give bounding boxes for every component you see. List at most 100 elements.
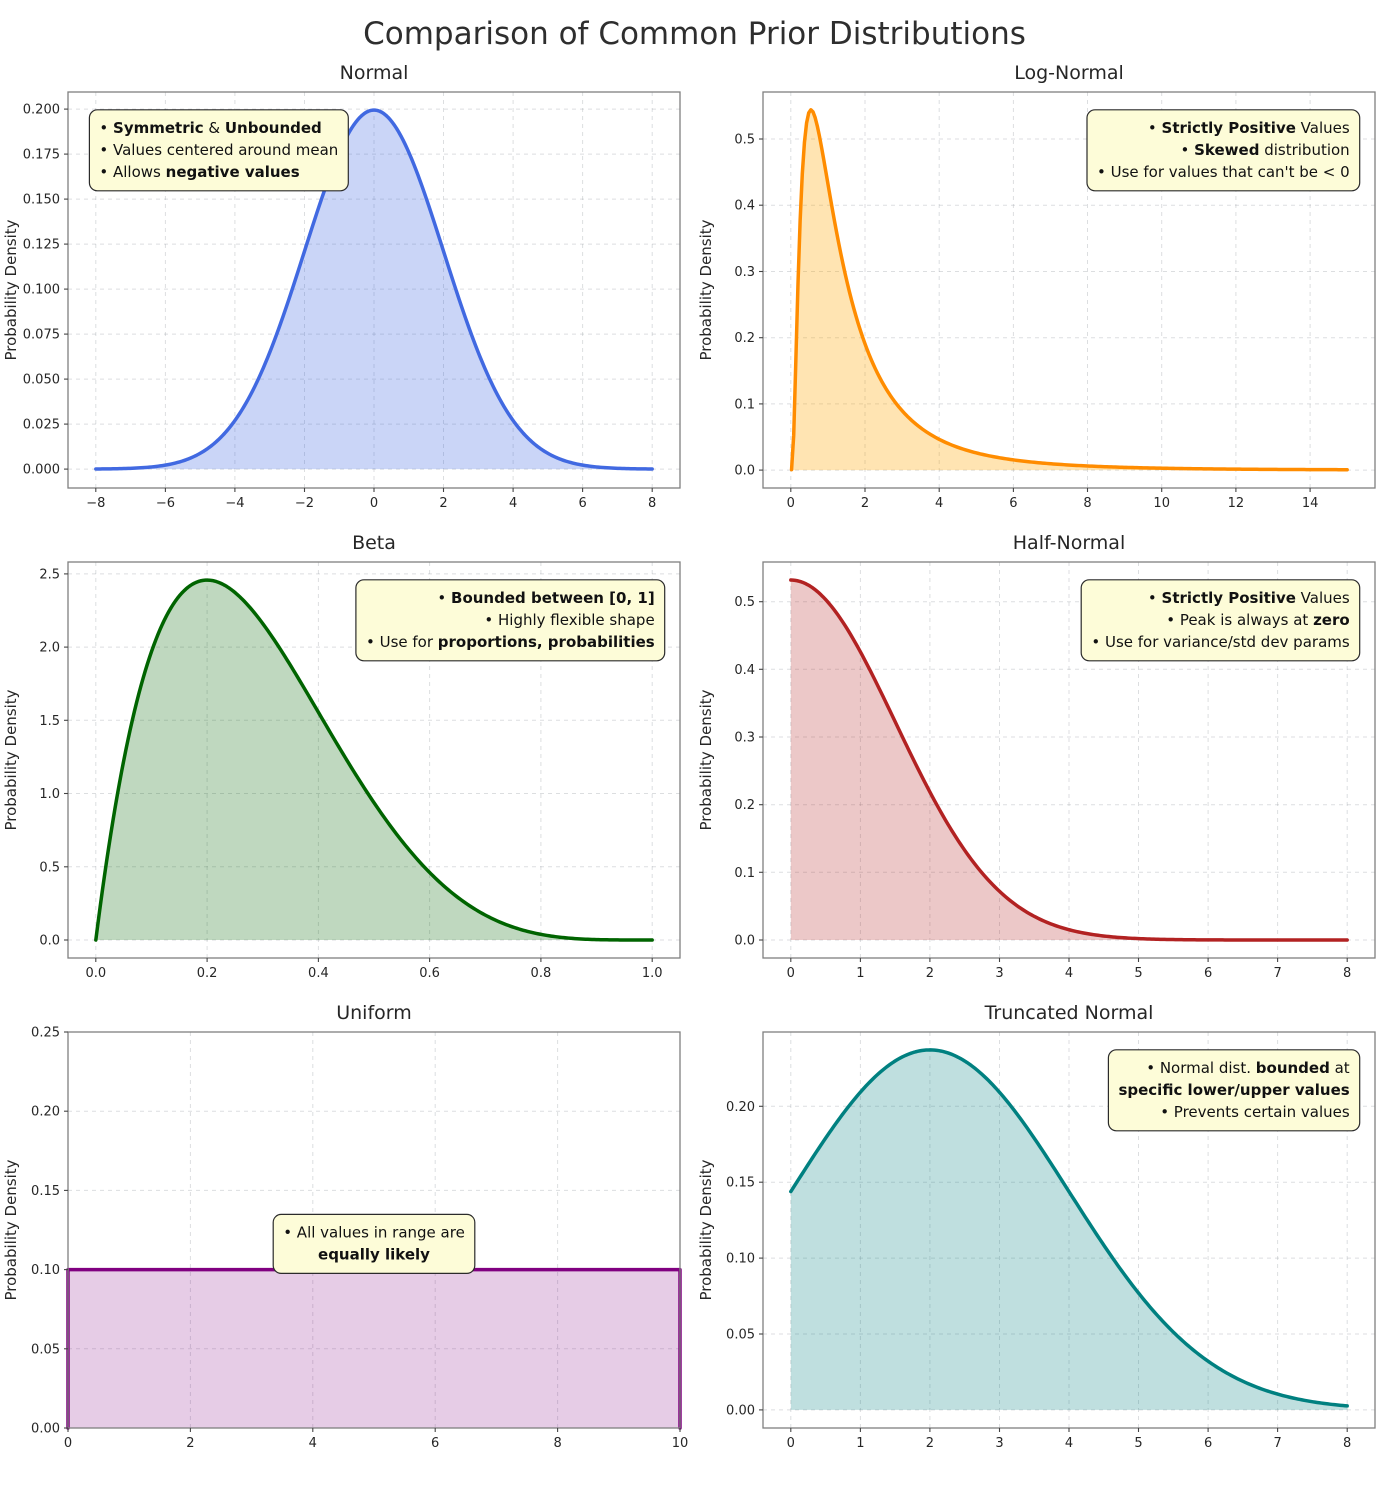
figure-title: Comparison of Common Prior Distributions bbox=[363, 16, 1026, 52]
annotation-bg bbox=[89, 109, 350, 192]
annotation-bold-text: zero bbox=[1313, 611, 1350, 629]
x-tick-label: 12 bbox=[1227, 496, 1244, 511]
y-tick-label: 0.15 bbox=[726, 1176, 755, 1191]
annotation-bold-text: Skewed bbox=[1194, 141, 1259, 159]
y-tick-label: 0.000 bbox=[23, 463, 60, 478]
y-tick-label: 0.075 bbox=[23, 328, 60, 343]
annotation-text: • Use for bbox=[366, 633, 438, 651]
annotation-line: • Prevents certain values bbox=[1160, 1103, 1350, 1121]
x-tick-label: 0.6 bbox=[420, 966, 441, 981]
annotation-text: • Normal dist. bbox=[1146, 1059, 1256, 1077]
x-tick-label: 2 bbox=[861, 496, 869, 511]
x-tick-label: −6 bbox=[156, 496, 175, 511]
density-fill bbox=[790, 1049, 1347, 1410]
x-tick-label: 3 bbox=[995, 1436, 1003, 1451]
annotation-line: specific lower/upper values bbox=[1118, 1081, 1349, 1099]
x-tick-label: 2 bbox=[926, 1436, 934, 1451]
y-tick-label: 0.5 bbox=[734, 595, 755, 610]
figure-page: Comparison of Common Prior Distributions… bbox=[0, 16, 1389, 1468]
annotation-bold-text: Unbounded bbox=[225, 119, 322, 137]
x-tick-label: 6 bbox=[1204, 1436, 1212, 1451]
y-tick-label: 0.1 bbox=[734, 397, 755, 412]
plot-frame bbox=[762, 91, 1376, 489]
axis-ticks: 0.0 0.2 0.4 0.6 0.8 1.0 0.0 0.5 1.0 1.5 2.0 2.5 bbox=[40, 567, 663, 981]
annotation-line: • Normal dist. bounded at bbox=[1146, 1059, 1350, 1077]
x-tick-label: 7 bbox=[1273, 966, 1281, 981]
annotation-bg bbox=[1107, 1049, 1361, 1132]
density-curve bbox=[788, 1048, 1349, 1408]
axis-ticks: −8 −6 −4 −2 0 2 4 6 8 0.000 0.025 0.050 0.075 0.100 0.… bbox=[23, 103, 657, 511]
annotation-text: Values bbox=[1296, 119, 1350, 137]
annotation-bold-text: Strictly Positive bbox=[1161, 119, 1295, 137]
gridlines bbox=[762, 1032, 1375, 1428]
x-tick-label: 3 bbox=[995, 966, 1003, 981]
density-curve bbox=[94, 578, 655, 942]
x-tick-label: 2 bbox=[187, 1436, 195, 1451]
y-tick-label: 0.0 bbox=[734, 464, 755, 479]
annotation-box: • Normal dist. bounded at specific lower/… bbox=[1107, 1049, 1361, 1132]
y-tick-label: 0.0 bbox=[40, 934, 61, 949]
density-fill bbox=[791, 109, 1347, 471]
y-tick-label: 0.175 bbox=[23, 148, 60, 163]
annotation-text: • bbox=[1180, 141, 1194, 159]
y-tick-label: 2.5 bbox=[40, 567, 61, 582]
annotation-text: • Values centered around mean bbox=[100, 141, 339, 159]
x-tick-label: 4 bbox=[1065, 966, 1073, 981]
x-tick-label: 6 bbox=[431, 1436, 439, 1451]
annotation-bg bbox=[355, 579, 666, 662]
x-tick-label: 5 bbox=[1134, 966, 1142, 981]
annotation-text: • Highly flexible shape bbox=[485, 611, 655, 629]
annotation-text: • Peak is always at bbox=[1166, 611, 1313, 629]
y-tick-label: 0.150 bbox=[23, 193, 60, 208]
annotation-line: • Bounded between [0, 1] bbox=[438, 589, 655, 607]
annotation-text: Values bbox=[1296, 589, 1350, 607]
y-tick-label: 0.1 bbox=[734, 866, 755, 881]
y-tick-label: 1.0 bbox=[40, 787, 61, 802]
density-curve bbox=[789, 108, 1349, 472]
x-tick-label: 1 bbox=[856, 1436, 864, 1451]
x-tick-label: 1.0 bbox=[642, 966, 663, 981]
annotation-bold-text: bounded bbox=[1256, 1059, 1330, 1077]
annotation-text: & bbox=[204, 119, 225, 137]
y-tick-label: 0.025 bbox=[23, 418, 60, 433]
y-axis-label: Probability Density bbox=[2, 219, 20, 360]
y-tick-label: 2.0 bbox=[40, 641, 61, 656]
plot-svg-uniform: 0 2 4 6 8 10 0.00 0.05 0.10 0.15 0.20 0.25 Uniform Pr… bbox=[2, 998, 693, 1468]
x-tick-label: 14 bbox=[1302, 496, 1319, 511]
x-tick-label: 6 bbox=[579, 496, 587, 511]
x-tick-label: 8 bbox=[648, 496, 656, 511]
density-fill bbox=[68, 1269, 681, 1428]
x-tick-label: 6 bbox=[1204, 966, 1212, 981]
annotation-bold-text: proportions, probabilities bbox=[438, 633, 655, 651]
plot-svg-truncated-normal: 0 1 2 3 4 5 6 7 8 0.00 0.05 0.10 0.15 0.20 Truncated N… bbox=[696, 998, 1387, 1468]
x-tick-label: 0 bbox=[786, 966, 794, 981]
y-tick-label: 0.2 bbox=[734, 331, 755, 346]
subplot-title: Beta bbox=[352, 532, 396, 554]
x-tick-label: −4 bbox=[226, 496, 245, 511]
x-tick-label: 0 bbox=[786, 1436, 794, 1451]
annotation-text: • Use for variance/std dev params bbox=[1091, 633, 1349, 651]
subplot-title: Log-Normal bbox=[1014, 62, 1124, 84]
y-tick-label: 0.200 bbox=[23, 103, 60, 118]
x-tick-label: 0 bbox=[64, 1436, 72, 1451]
subplot-title: Truncated Normal bbox=[983, 1002, 1153, 1024]
y-axis-label: Probability Density bbox=[697, 1159, 715, 1300]
annotation-line: equally likely bbox=[318, 1245, 430, 1263]
annotation-bold-text: Bounded between [0, 1] bbox=[451, 589, 655, 607]
y-tick-label: 0.4 bbox=[734, 663, 755, 678]
axis-ticks: 0 1 2 3 4 5 6 7 8 0.00 0.05 0.10 0.15 0.20 bbox=[726, 1100, 1351, 1451]
y-axis-label: Probability Density bbox=[2, 689, 20, 830]
y-tick-label: 0.0 bbox=[734, 934, 755, 949]
chart-half-normal: 0 1 2 3 4 5 6 7 8 0.0 0.1 0.2 0.3 0.4 0.5 Half-Normal Pr… bbox=[695, 528, 1389, 998]
y-tick-label: 0.4 bbox=[734, 199, 755, 214]
y-tick-label: 0.10 bbox=[31, 1263, 60, 1278]
y-tick-label: 0.25 bbox=[31, 1026, 60, 1041]
annotation-bold-text: specific lower/upper values bbox=[1118, 1081, 1349, 1099]
annotation-bold-text: negative values bbox=[166, 163, 300, 181]
annotation-line: • All values in range are bbox=[283, 1223, 465, 1241]
x-tick-label: 0.0 bbox=[86, 966, 107, 981]
y-tick-label: 0.05 bbox=[726, 1328, 755, 1343]
y-tick-label: 0.3 bbox=[734, 731, 755, 746]
y-tick-label: 0.00 bbox=[31, 1422, 60, 1437]
annotation-bg bbox=[1080, 579, 1361, 662]
